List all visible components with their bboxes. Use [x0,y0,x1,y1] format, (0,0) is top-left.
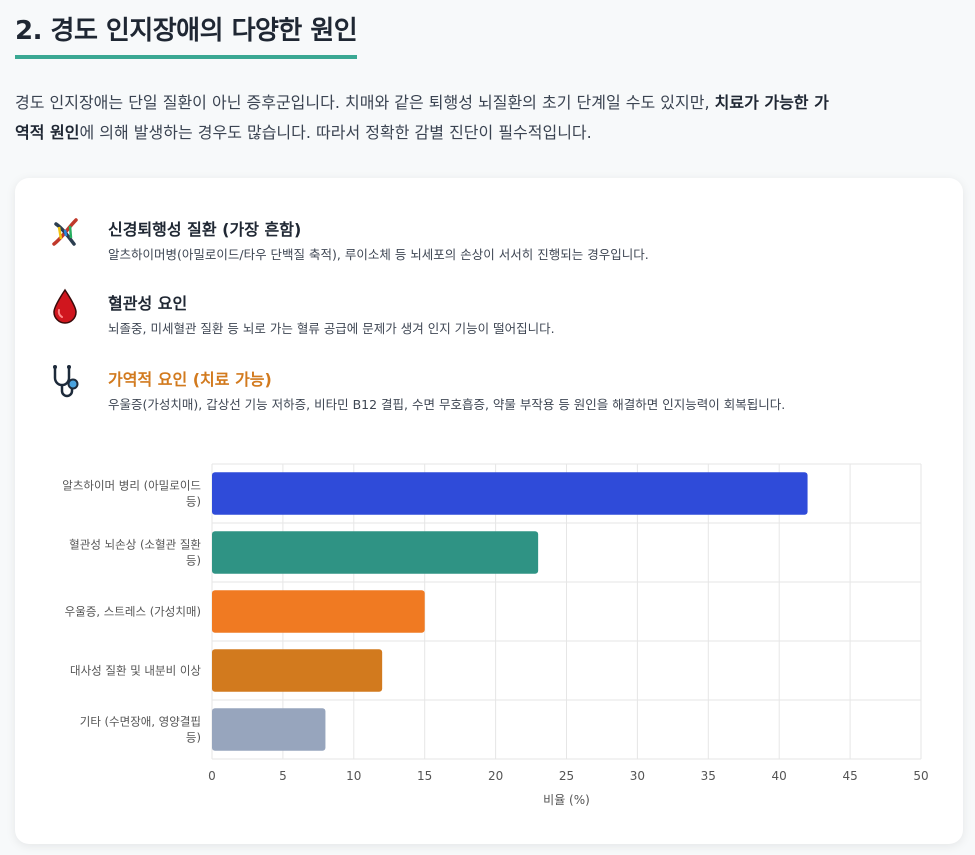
intro-bold-2: 역적 원인 [15,123,80,142]
bar [212,590,425,633]
cause-title: 가역적 요인 (치료 가능) [108,370,272,389]
bar [212,472,808,515]
dna-icon [52,218,78,246]
category-label: 우울증, 스트레스 (가성치매) [65,605,201,619]
category-label: 등) [186,554,201,568]
intro-text-1: 경도 인지장애는 단일 질환이 아닌 증후군입니다. 치매와 같은 퇴행성 뇌질… [15,93,715,112]
causes-card: 신경퇴행성 질환 (가장 흔함) 알츠하이머병(아밀로이드/타우 단백질 축적)… [15,178,963,844]
category-label: 대사성 질환 및 내분비 이상 [70,664,201,678]
cause-title: 신경퇴행성 질환 (가장 흔함) [108,220,302,239]
cause-desc: 알츠하이머병(아밀로이드/타우 단백질 축적), 루이소체 등 뇌세포의 손상이… [108,247,649,262]
cause-desc: 뇌졸중, 미세혈관 질환 등 뇌로 가는 혈류 공급에 문제가 생겨 인지 기능… [108,321,555,336]
category-label: 알츠하이머 병리 (아밀로이드 [62,479,201,493]
category-label: 등) [186,495,201,509]
page-title: 2. 경도 인지장애의 다양한 원인 [15,10,358,59]
intro-paragraph: 경도 인지장애는 단일 질환이 아닌 증후군입니다. 치매와 같은 퇴행성 뇌질… [15,88,960,148]
category-label: 혈관성 뇌손상 (소혈관 질환 [69,538,201,552]
x-tick-label: 20 [488,769,503,783]
x-tick-label: 40 [772,769,787,783]
cause-desc: 우울증(가성치매), 갑상선 기능 저하증, 비타민 B12 결핍, 수면 무호… [108,397,786,412]
stethoscope-icon [53,365,79,398]
x-tick-label: 50 [913,769,928,783]
x-tick-label: 35 [701,769,716,783]
x-tick-label: 5 [279,769,287,783]
cause-title: 혈관성 요인 [108,294,188,313]
x-tick-label: 0 [208,769,216,783]
x-tick-label: 30 [630,769,645,783]
x-tick-label: 45 [842,769,857,783]
intro-text-2: 에 의해 발생하는 경우도 많습니다. 따라서 정확한 감별 진단이 필수적입니… [79,123,592,142]
x-tick-label: 15 [417,769,432,783]
x-tick-label: 10 [346,769,361,783]
category-label: 기타 (수면장애, 영양결핍 [80,715,201,729]
x-tick-label: 25 [559,769,574,783]
bar [212,708,326,751]
bar [212,531,539,574]
blood-drop-icon [53,288,77,324]
bar [212,649,383,692]
intro-bold-1: 치료가 가능한 가 [714,93,829,112]
category-label: 등) [186,731,201,745]
x-axis-title: 비율 (%) [543,793,590,807]
